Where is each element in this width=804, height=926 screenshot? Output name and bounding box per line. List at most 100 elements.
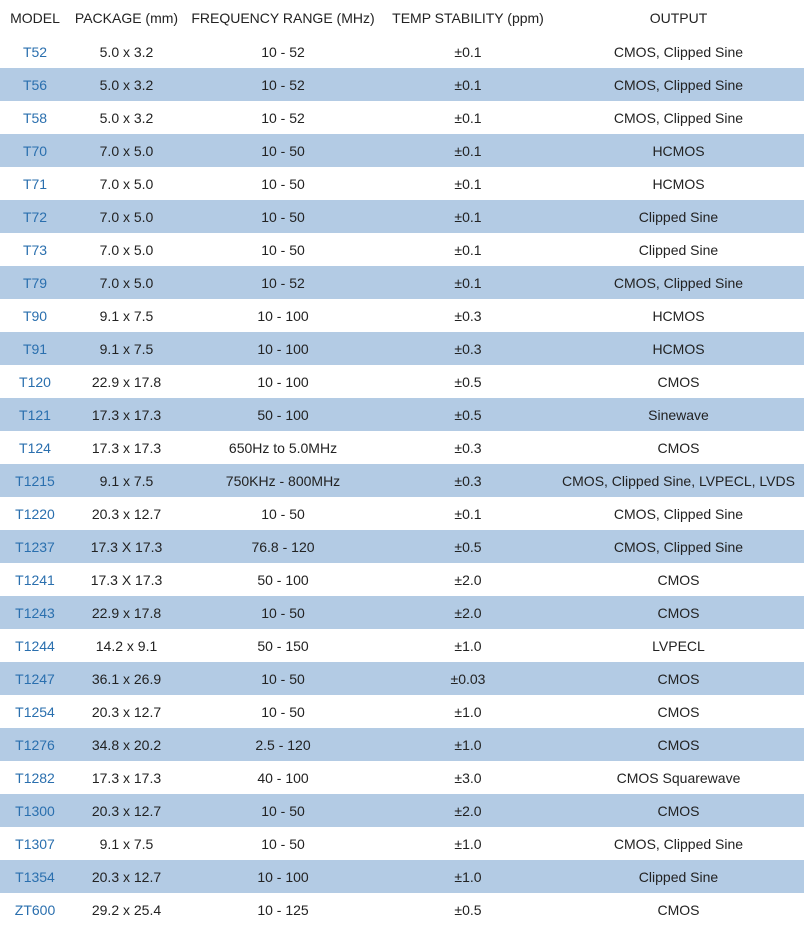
- cell-model: T1241: [0, 563, 70, 596]
- model-link[interactable]: T79: [22, 274, 48, 291]
- table-row: T1282 17.3 x 17.3 40 - 100 ±3.0 CMOS Squarew…: [0, 761, 804, 794]
- cell-output: CMOS: [553, 662, 804, 695]
- cell-output: CMOS: [553, 893, 804, 926]
- cell-package: 22.9 x 17.8: [70, 596, 183, 629]
- cell-model: T1354: [0, 860, 70, 893]
- table-row: T91 9.1 x 7.5 10 - 100 ±0.3 HCMOS: [0, 332, 804, 365]
- cell-package: 9.1 x 7.5: [70, 464, 183, 497]
- cell-temp-stability: ±0.1: [383, 35, 553, 68]
- cell-frequency-range: 10 - 50: [183, 794, 383, 827]
- model-link[interactable]: T1215: [15, 472, 55, 489]
- cell-output: Clipped Sine: [553, 233, 804, 266]
- model-link[interactable]: T90: [22, 307, 48, 324]
- model-link[interactable]: T1220: [15, 505, 55, 522]
- header-package: PACKAGE (mm): [70, 0, 183, 35]
- header-frequency-range: FREQUENCY RANGE (MHz): [183, 0, 383, 35]
- model-link[interactable]: T1307: [15, 835, 55, 852]
- cell-frequency-range: 50 - 100: [183, 398, 383, 431]
- cell-model: T1243: [0, 596, 70, 629]
- table-row: T1244 14.2 x 9.1 50 - 150 ±1.0 LVPECL: [0, 629, 804, 662]
- model-link[interactable]: T91: [22, 340, 48, 357]
- model-link[interactable]: T71: [22, 175, 48, 192]
- model-link[interactable]: T121: [19, 406, 51, 423]
- model-link[interactable]: T73: [22, 241, 48, 258]
- cell-temp-stability: ±1.0: [383, 728, 553, 761]
- cell-package: 9.1 x 7.5: [70, 332, 183, 365]
- table-row: T1215 9.1 x 7.5 750KHz - 800MHz ±0.3 CMOS, C…: [0, 464, 804, 497]
- cell-model: T1254: [0, 695, 70, 728]
- cell-output: CMOS: [553, 728, 804, 761]
- cell-package: 7.0 x 5.0: [70, 167, 183, 200]
- cell-model: T79: [0, 266, 70, 299]
- cell-package: 20.3 x 12.7: [70, 695, 183, 728]
- cell-output: CMOS, Clipped Sine: [553, 35, 804, 68]
- cell-model: T1215: [0, 464, 70, 497]
- cell-frequency-range: 10 - 50: [183, 134, 383, 167]
- cell-package: 36.1 x 26.9: [70, 662, 183, 695]
- model-link[interactable]: T120: [19, 373, 51, 390]
- cell-model: T1244: [0, 629, 70, 662]
- model-link[interactable]: T1354: [15, 868, 55, 885]
- cell-output: CMOS: [553, 596, 804, 629]
- cell-package: 5.0 x 3.2: [70, 101, 183, 134]
- cell-output: CMOS, Clipped Sine: [553, 101, 804, 134]
- model-link[interactable]: T56: [22, 76, 48, 93]
- cell-model: T1282: [0, 761, 70, 794]
- cell-frequency-range: 750KHz - 800MHz: [183, 464, 383, 497]
- cell-temp-stability: ±1.0: [383, 629, 553, 662]
- model-link[interactable]: T1244: [15, 637, 55, 654]
- header-model: MODEL: [0, 0, 70, 35]
- cell-package: 5.0 x 3.2: [70, 35, 183, 68]
- cell-output: Clipped Sine: [553, 860, 804, 893]
- model-link[interactable]: T1254: [15, 703, 55, 720]
- cell-temp-stability: ±0.3: [383, 332, 553, 365]
- cell-package: 7.0 x 5.0: [70, 233, 183, 266]
- model-link[interactable]: T72: [22, 208, 48, 225]
- cell-frequency-range: 10 - 50: [183, 662, 383, 695]
- model-link[interactable]: T1243: [15, 604, 55, 621]
- model-link[interactable]: T1237: [15, 538, 55, 555]
- cell-frequency-range: 10 - 125: [183, 893, 383, 926]
- cell-model: T71: [0, 167, 70, 200]
- table-row: ZT600 29.2 x 25.4 10 - 125 ±0.5 CMOS: [0, 893, 804, 926]
- model-link[interactable]: T70: [22, 142, 48, 159]
- cell-temp-stability: ±0.1: [383, 497, 553, 530]
- model-link[interactable]: T124: [19, 439, 51, 456]
- table-row: T1300 20.3 x 12.7 10 - 50 ±2.0 CMOS: [0, 794, 804, 827]
- model-link[interactable]: T1276: [15, 736, 55, 753]
- cell-temp-stability: ±0.03: [383, 662, 553, 695]
- model-link[interactable]: T58: [22, 109, 48, 126]
- model-link[interactable]: T1241: [15, 571, 55, 588]
- cell-model: T52: [0, 35, 70, 68]
- cell-package: 5.0 x 3.2: [70, 68, 183, 101]
- cell-model: T120: [0, 365, 70, 398]
- cell-temp-stability: ±0.1: [383, 68, 553, 101]
- cell-frequency-range: 2.5 - 120: [183, 728, 383, 761]
- cell-output: HCMOS: [553, 134, 804, 167]
- cell-model: T1247: [0, 662, 70, 695]
- table-row: T79 7.0 x 5.0 10 - 52 ±0.1 CMOS, Clipped Sin…: [0, 266, 804, 299]
- model-link[interactable]: T1282: [15, 769, 55, 786]
- cell-temp-stability: ±0.1: [383, 266, 553, 299]
- model-link[interactable]: T1300: [15, 802, 55, 819]
- cell-frequency-range: 40 - 100: [183, 761, 383, 794]
- cell-frequency-range: 10 - 50: [183, 695, 383, 728]
- cell-package: 17.3 x 17.3: [70, 398, 183, 431]
- cell-output: HCMOS: [553, 167, 804, 200]
- cell-frequency-range: 10 - 50: [183, 596, 383, 629]
- model-link[interactable]: T52: [22, 43, 48, 60]
- cell-model: T56: [0, 68, 70, 101]
- cell-package: 17.3 x 17.3: [70, 431, 183, 464]
- cell-temp-stability: ±0.1: [383, 200, 553, 233]
- table-row: T56 5.0 x 3.2 10 - 52 ±0.1 CMOS, Clipped Sin…: [0, 68, 804, 101]
- model-link[interactable]: T1247: [15, 670, 55, 687]
- cell-temp-stability: ±0.1: [383, 167, 553, 200]
- cell-frequency-range: 10 - 100: [183, 332, 383, 365]
- cell-frequency-range: 10 - 50: [183, 827, 383, 860]
- cell-frequency-range: 10 - 52: [183, 266, 383, 299]
- model-link[interactable]: ZT600: [14, 901, 56, 918]
- cell-temp-stability: ±0.5: [383, 365, 553, 398]
- cell-model: T121: [0, 398, 70, 431]
- cell-output: CMOS: [553, 695, 804, 728]
